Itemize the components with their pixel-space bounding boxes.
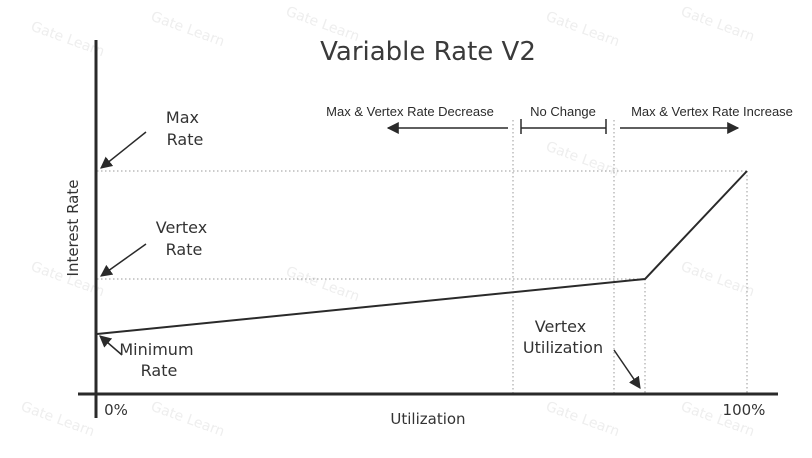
minimum-rate-label: Minimum Rate	[119, 340, 198, 380]
rate-curve	[96, 170, 748, 335]
watermark: Gate Learn	[679, 259, 757, 300]
watermark: Gate Learn	[544, 139, 622, 180]
no-change-bracket	[520, 119, 607, 134]
zone-decrease-label: Max & Vertex Rate Decrease	[326, 104, 494, 119]
vertex-rate-label: Vertex Rate	[156, 218, 213, 259]
vertex-rate-arrow	[100, 243, 147, 277]
guide-lines	[97, 120, 748, 393]
x-axis-label: Utilization	[390, 410, 465, 428]
y-axis-label: Interest Rate	[64, 180, 82, 277]
zone-no-change-label: No Change	[530, 104, 596, 119]
vertex-utilization-arrow	[613, 349, 641, 389]
watermark: Gate Learn	[544, 399, 622, 440]
zone-increase-label: Max & Vertex Rate Increase	[631, 104, 793, 119]
watermark: Gate Learn	[544, 9, 622, 50]
watermark: Gate Learn	[284, 264, 362, 305]
max-rate-arrow	[100, 131, 147, 169]
watermark: Gate Learn	[149, 9, 227, 50]
diagram-title: Variable Rate V2	[320, 37, 536, 67]
max-rate-label: Max Rate	[166, 108, 204, 149]
vertex-utilization-label: Vertex Utilization	[523, 317, 603, 357]
watermark: Gate Learn	[19, 399, 97, 440]
watermark: Gate Learn	[149, 399, 227, 440]
minimum-rate-arrow	[99, 335, 123, 356]
x-tick-start: 0%	[104, 401, 128, 419]
x-tick-end: 100%	[723, 401, 766, 419]
watermark: Gate Learn	[679, 4, 757, 45]
watermark-layer: Gate Learn Gate Learn Gate Learn Gate Le…	[19, 4, 757, 440]
